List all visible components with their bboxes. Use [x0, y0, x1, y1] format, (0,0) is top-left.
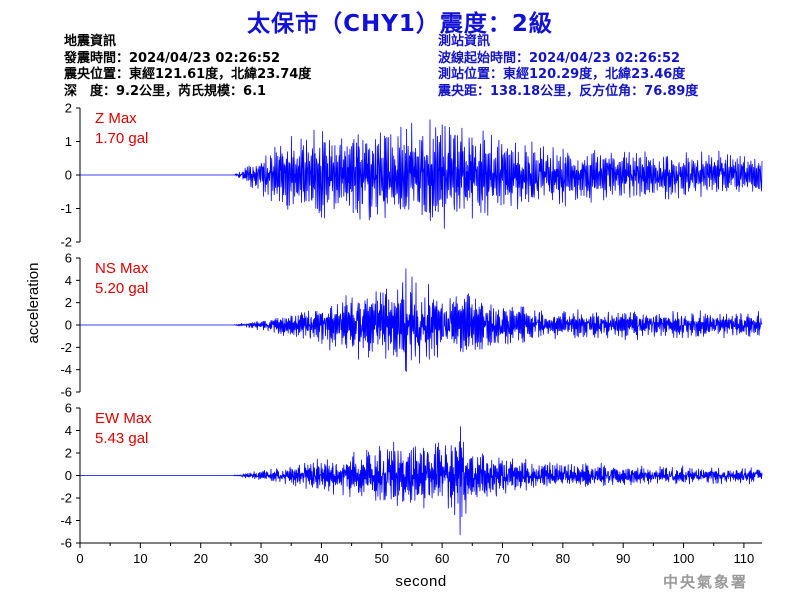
ew-waveform-line	[80, 426, 763, 536]
x-tick-label: 40	[314, 551, 328, 566]
ns-waveform-line	[80, 268, 763, 372]
ew-y-tick-label: 0	[65, 468, 72, 483]
quake-info-block: 地震資訊 發震時間：2024/04/23 02:26:52 震央位置：東經121…	[64, 34, 311, 100]
x-tick-label: 70	[495, 551, 509, 566]
z-y-tick-label: -2	[60, 235, 72, 250]
station-info-block: 測站資訊 波線起始時間：2024/04/23 02:26:52 測站位置：東經1…	[438, 34, 698, 100]
z-y-tick-label: -1	[60, 201, 72, 216]
station-info-heading: 測站資訊	[438, 34, 491, 49]
ns-y-tick-label: 2	[65, 295, 72, 310]
ns-y-tick-label: 6	[65, 251, 72, 266]
ns-y-tick-label: 0	[65, 318, 72, 333]
x-tick-label: 50	[375, 551, 389, 566]
ns-y-tick-label: -2	[60, 340, 72, 355]
ew-y-tick-label: 4	[65, 423, 72, 438]
x-tick-label: 30	[254, 551, 268, 566]
z-y-tick-label: 1	[65, 134, 72, 149]
z-max-label: Z Max	[95, 110, 137, 127]
ew-y-tick-label: -4	[60, 513, 72, 528]
ns-y-tick-label: -4	[60, 362, 72, 377]
ew-y-tick-label: 2	[65, 446, 72, 461]
x-tick-label: 80	[556, 551, 570, 566]
station-location: 測站位置：東經120.29度，北緯23.46度	[438, 67, 686, 82]
x-tick-label: 20	[193, 551, 207, 566]
z-y-tick-label: 2	[65, 101, 72, 116]
quake-depth-magnitude: 深 度：9.2公里，芮氏規模：6.1	[64, 83, 267, 99]
x-tick-label: 90	[616, 551, 630, 566]
ns-y-tick-label: 4	[65, 273, 72, 288]
ew-max-value: 5.43 gal	[95, 430, 148, 447]
ew-y-tick-label: -6	[60, 536, 72, 551]
ns-y-tick-label: -6	[60, 385, 72, 400]
ew-y-tick-label: 6	[65, 401, 72, 416]
station-start-time: 波線起始時間：2024/04/23 02:26:52	[438, 50, 681, 66]
x-axis-title: second	[395, 573, 446, 590]
x-tick-label: 110	[734, 551, 755, 566]
quake-origin-time: 發震時間：2024/04/23 02:26:52	[64, 50, 281, 66]
agency-footer: 中央氣象署	[662, 573, 748, 591]
x-tick-label: 0	[76, 551, 83, 566]
chart-title: 太保市（CHY1）震度：2級	[247, 11, 553, 37]
x-tick-label: 100	[673, 551, 695, 566]
quake-info-heading: 地震資訊	[64, 34, 117, 49]
quake-epicenter: 震央位置：東經121.61度，北緯23.74度	[64, 67, 312, 82]
ew-y-tick-label: -2	[60, 491, 72, 506]
x-tick-label: 10	[133, 551, 147, 566]
z-y-tick-label: 0	[65, 168, 72, 183]
x-tick-label: 60	[435, 551, 449, 566]
ns-max-value: 5.20 gal	[95, 280, 148, 297]
ns-max-label: NS Max	[95, 260, 149, 277]
station-distance-azimuth: 震央距：138.18公里，反方位角：76.89度	[438, 83, 699, 99]
ew-max-label: EW Max	[95, 410, 152, 427]
z-max-value: 1.70 gal	[95, 130, 148, 147]
z-waveform-line	[80, 119, 763, 229]
y-axis-title: acceleration	[25, 263, 42, 344]
